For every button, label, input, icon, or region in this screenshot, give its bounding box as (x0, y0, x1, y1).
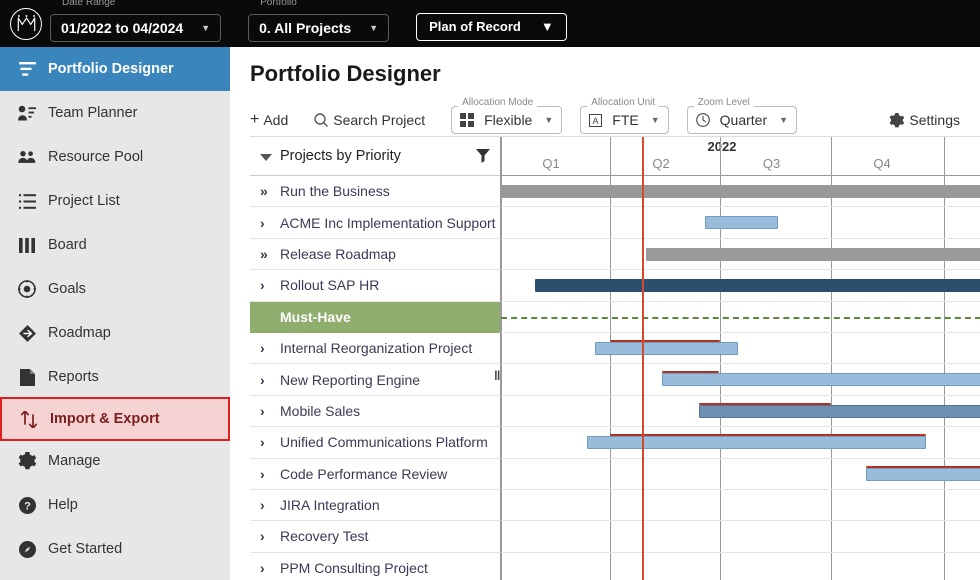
svg-text:A: A (593, 116, 599, 126)
svg-text:?: ? (24, 500, 31, 512)
